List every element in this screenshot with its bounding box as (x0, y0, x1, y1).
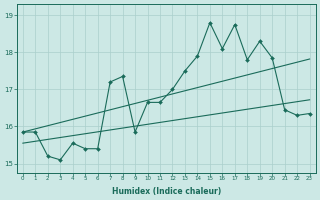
X-axis label: Humidex (Indice chaleur): Humidex (Indice chaleur) (112, 187, 221, 196)
